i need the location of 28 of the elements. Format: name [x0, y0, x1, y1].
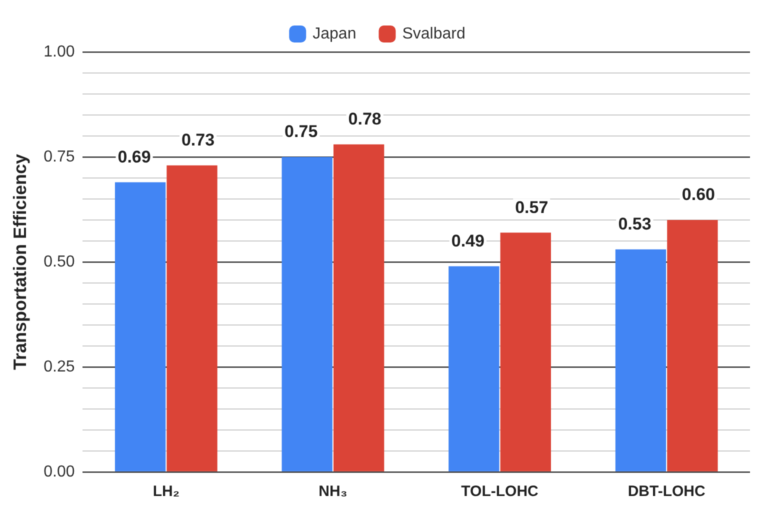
- data-label: 0.69: [118, 147, 151, 166]
- data-label: 0.73: [181, 130, 215, 150]
- legend-label: Japan: [312, 25, 356, 42]
- bar: [448, 266, 500, 472]
- data-label: 0.78: [348, 110, 382, 129]
- x-tick-label: LH₂: [152, 483, 180, 500]
- bar: [282, 157, 332, 472]
- y-tick-label: 1.00: [44, 43, 75, 60]
- x-tick-label: TOL-LOHC: [461, 483, 539, 500]
- data-label: 0.53: [618, 214, 652, 234]
- bar: [500, 232, 551, 472]
- bar: [166, 165, 218, 472]
- bar: [615, 249, 666, 472]
- bar: [114, 182, 166, 472]
- data-label: 0.75: [284, 122, 318, 142]
- bar: [333, 144, 384, 472]
- bar: [667, 220, 718, 472]
- x-tick-label: DBT-LOHC: [628, 483, 706, 500]
- y-tick-label: 0.25: [44, 358, 75, 376]
- y-axis-title: Transportation Efficiency: [10, 154, 30, 370]
- y-tick-label: 0.50: [44, 253, 75, 270]
- y-tick-label: 0.00: [44, 463, 75, 480]
- data-label: 0.57: [515, 198, 548, 217]
- data-label: 0.60: [682, 185, 715, 204]
- data-label: 0.49: [451, 231, 484, 250]
- y-tick-label: 0.75: [44, 148, 75, 166]
- legend-label: Svalbard: [402, 25, 466, 42]
- x-tick-label: NH₃: [318, 483, 348, 500]
